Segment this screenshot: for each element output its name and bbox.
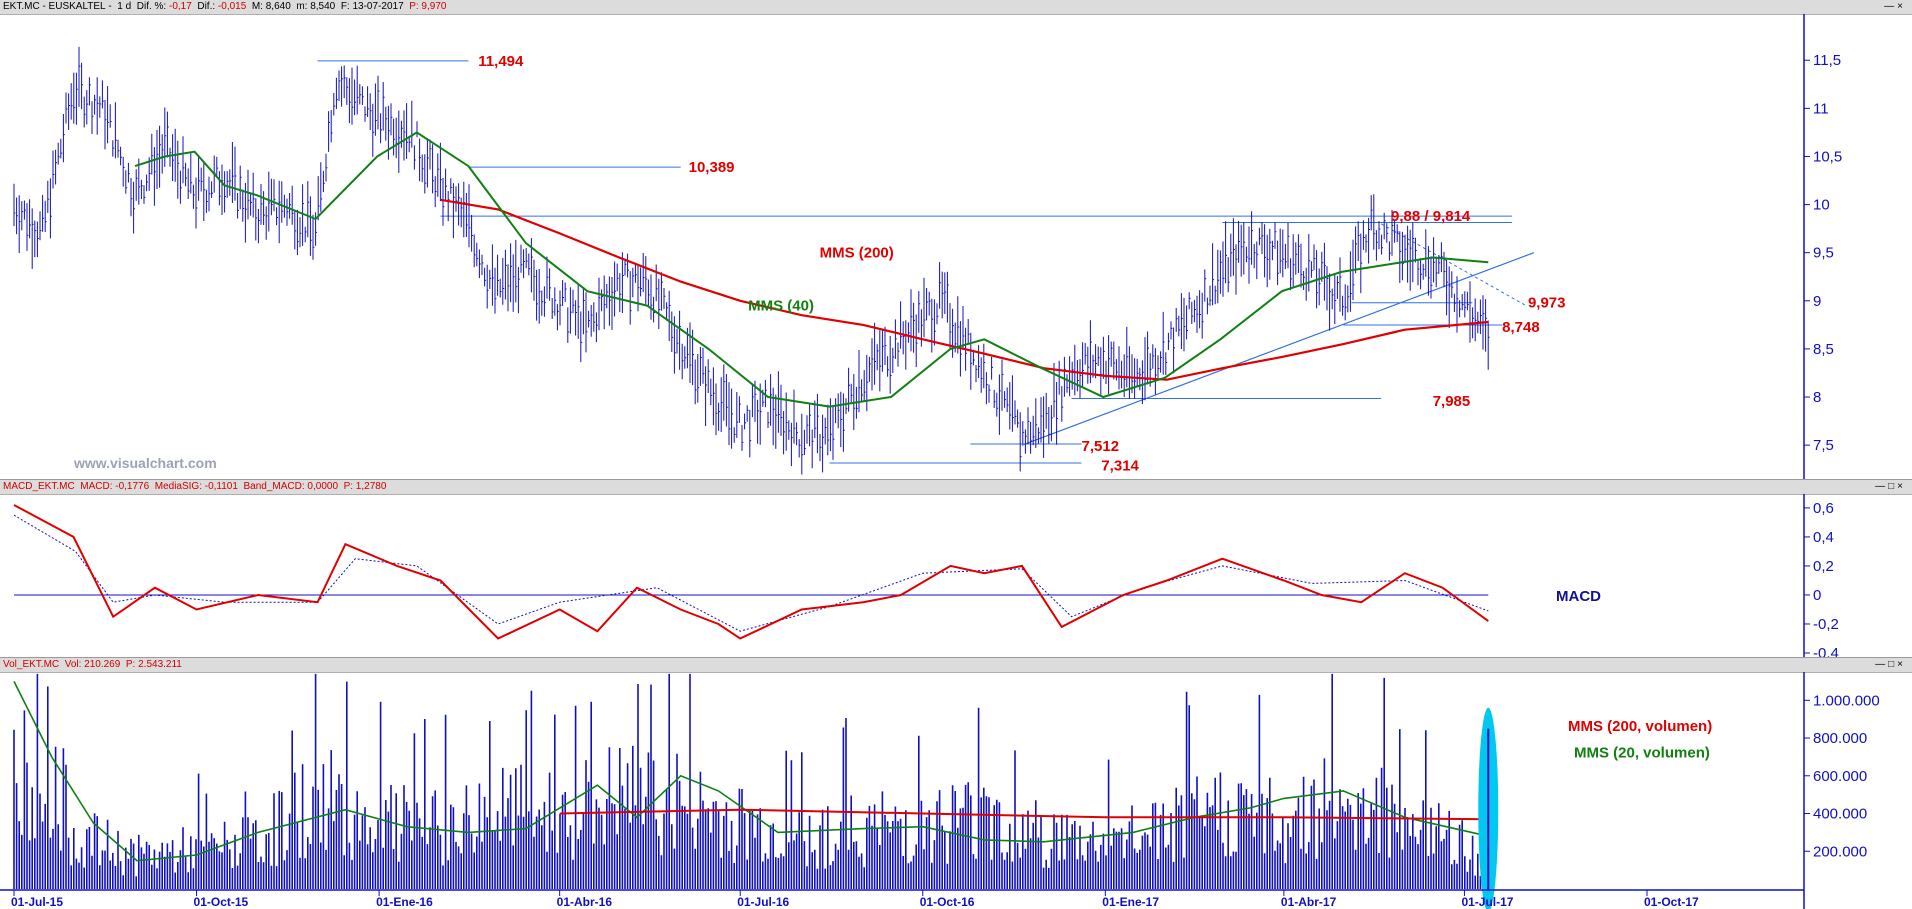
y-tick-label: 8 — [1813, 389, 1821, 406]
macd-band: Band_MACD: 0,0000 — [243, 481, 339, 492]
annotation-label: 7,985 — [1433, 393, 1471, 410]
annotation-label: 7,314 — [1101, 457, 1139, 474]
y-tick-label: 7,5 — [1813, 437, 1834, 454]
close-icon[interactable]: × — [1897, 1, 1906, 12]
volume-mms200-line — [559, 808, 1489, 821]
macd-y-tick-label: -0,4 — [1813, 645, 1839, 657]
annotation-label: 9,88 / 9,814 — [1391, 208, 1471, 225]
annotation-label: 7,512 — [1082, 438, 1120, 455]
price-header-text: EKT.MC - EUSKALTEL - 1 d Dif. %: -0,17 D… — [3, 1, 447, 12]
macd-chart: 0,6 0,4 0,2 0 -0,2 -0,4 MACD — [13, 494, 1839, 657]
annotation-label: 9,973 — [1528, 295, 1566, 312]
volume-header-text: Vol_EKT.MC Vol: 210.269 P: 2.543.211 — [3, 659, 182, 671]
y-tick-label: 9 — [1813, 293, 1821, 310]
macd-y-tick-label: 0,4 — [1813, 529, 1834, 546]
period-label: 1 d — [117, 1, 132, 12]
x-tick-label: 01-Oct-16 — [920, 895, 975, 909]
macd-p: P: 1,2780 — [343, 481, 387, 492]
date-label: F: 13-07-2017 — [340, 1, 404, 12]
macd-signal-line — [13, 514, 1489, 632]
volume-y-tick-label: 600.000 — [1813, 768, 1867, 785]
macd-panel-header: MACD_EKT.MC MACD: -0,1776 MediaSIG: -0,1… — [0, 480, 1912, 495]
volume-name: Vol_EKT.MC — [3, 659, 60, 670]
price-panel-header: EKT.MC - EUSKALTEL - 1 d Dif. %: -0,17 D… — [0, 0, 1912, 15]
volume-chart: 1.000.000 800.000 600.000 400.000 200.000 MMS… — [0, 672, 1880, 909]
x-tick-label: 01-Ene-16 — [376, 895, 433, 909]
close-icon[interactable]: × — [1897, 659, 1906, 670]
annotation-label: MMS (40) — [748, 298, 814, 315]
price-panel: EKT.MC - EUSKALTEL - 1 d Dif. %: -0,17 D… — [0, 0, 1912, 479]
volume-y-tick-label: 200.000 — [1813, 843, 1867, 860]
x-tick-label: 01-Jul-16 — [737, 895, 789, 909]
mms40-line — [134, 131, 1489, 408]
minimize-icon[interactable]: — — [1884, 1, 1898, 12]
dif-value: -0,015 — [217, 1, 247, 12]
macd-panel-label: MACD — [1556, 588, 1601, 605]
macd-window-controls[interactable]: —□× — [1875, 480, 1906, 493]
y-tick-label: 11 — [1813, 100, 1829, 117]
panel-divider — [0, 479, 1912, 480]
legend-mms200-volume: MMS (200, volumen) — [1568, 718, 1712, 735]
min-label: m: 8,540 — [296, 1, 336, 12]
y-tick-label: 9,5 — [1813, 245, 1834, 262]
x-tick-label: 01-Abr-16 — [557, 895, 613, 909]
symbol-label: EKT.MC - EUSKALTEL — [3, 1, 106, 12]
mms200-line — [440, 198, 1489, 381]
y-tick-label: 10 — [1813, 197, 1830, 214]
annotation-label: 8,748 — [1502, 319, 1540, 336]
macd-panel: MACD_EKT.MC MACD: -0,1776 MediaSIG: -0,1… — [0, 480, 1912, 657]
macd-y-tick-label: 0,2 — [1813, 558, 1834, 575]
dif-pct-value: -0,17 — [169, 1, 192, 12]
macd-y-tick-label: -0,2 — [1813, 616, 1839, 633]
volume-mms20-line — [13, 681, 1489, 862]
price-window-controls[interactable]: —× — [1884, 0, 1906, 13]
x-tick-label: 01-Oct-15 — [194, 895, 249, 909]
x-tick-label: 01-Ene-17 — [1102, 895, 1159, 909]
macd-y-tick-label: 0 — [1813, 587, 1821, 604]
p-label: P: 9,970 — [409, 1, 447, 12]
macd-name: MACD_EKT.MC — [3, 481, 75, 492]
close-icon[interactable]: × — [1897, 481, 1906, 492]
volume-window-controls[interactable]: —□× — [1875, 658, 1906, 671]
volume-y-tick-label: 1.000.000 — [1813, 692, 1880, 709]
x-tick-label: 01-Jul-15 — [11, 895, 63, 909]
macd-line — [13, 504, 1489, 640]
x-tick-label: 01-Jul-17 — [1461, 895, 1513, 909]
price-bars — [13, 46, 1490, 475]
minimize-icon[interactable]: — — [1875, 659, 1889, 670]
y-tick-label: 10,5 — [1813, 148, 1842, 165]
volume-p: P: 2.543.211 — [125, 659, 182, 670]
volume-y-tick-label: 800.000 — [1813, 730, 1867, 747]
maximize-icon[interactable]: □ — [1888, 481, 1898, 492]
x-tick-label: 01-Abr-17 — [1281, 895, 1337, 909]
dif-pct-label: Dif. %: — [136, 1, 167, 12]
minimize-icon[interactable]: — — [1875, 481, 1889, 492]
volume-panel-header: Vol_EKT.MC Vol: 210.269 P: 2.543.211 —□× — [0, 658, 1912, 673]
max-label: M: 8,640 — [251, 1, 291, 12]
macd-header-text: MACD_EKT.MC MACD: -0,1776 MediaSIG: -0,1… — [3, 481, 386, 493]
uptrend-line — [1021, 252, 1535, 446]
volume-value: Vol: 210.269 — [64, 659, 121, 670]
y-tick-label: 11,5 — [1813, 52, 1841, 69]
volume-bars — [13, 673, 1489, 889]
x-tick-label: 01-Oct-17 — [1644, 895, 1699, 909]
annotation-label: 10,389 — [689, 159, 735, 176]
volume-panel: Vol_EKT.MC Vol: 210.269 P: 2.543.211 —□×… — [0, 658, 1912, 909]
maximize-icon[interactable]: □ — [1888, 659, 1898, 670]
panel-divider — [0, 657, 1912, 658]
price-chart: 11,5 11 10,5 10 9,5 9 8,5 8 7,5 11,494 10,389 9,88 … — [13, 14, 1842, 479]
annotation-label: MMS (200) — [820, 245, 894, 262]
macd-value: MACD: -0,1776 — [80, 481, 150, 492]
macd-y-tick-label: 0,6 — [1813, 500, 1834, 517]
y-tick-label: 8,5 — [1813, 341, 1834, 358]
annotation-label: 11,494 — [478, 53, 524, 70]
volume-y-tick-label: 400.000 — [1813, 806, 1867, 823]
legend-mms20-volume: MMS (20, volumen) — [1574, 744, 1710, 761]
downtrend-line — [1380, 223, 1527, 307]
watermark: www.visualchart.com — [73, 455, 217, 471]
dif-label: Dif.: — [197, 1, 216, 12]
macd-signal: MediaSIG: -0,1101 — [154, 481, 238, 492]
